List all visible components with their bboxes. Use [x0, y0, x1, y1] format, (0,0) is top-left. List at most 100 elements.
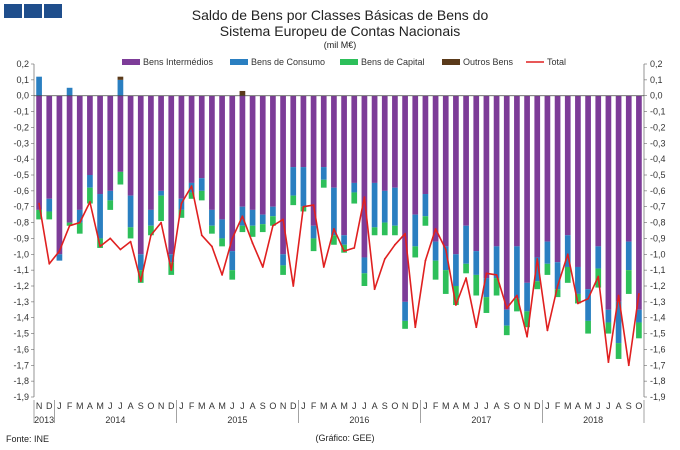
gee-logo-icon [4, 4, 62, 18]
bar-bens-consumo [595, 246, 602, 269]
bar-bens-capital [422, 216, 429, 226]
total-point [617, 294, 620, 297]
x-month-label: J [230, 401, 235, 411]
x-year-label: 2015 [227, 415, 247, 425]
x-month-label: M [584, 401, 592, 411]
bar-bens-capital [66, 222, 73, 226]
total-point [170, 269, 173, 272]
bar-bens-capital [117, 171, 124, 185]
y-tick-label-left: -1,5 [13, 329, 29, 339]
bar-bens-consumo [473, 251, 480, 275]
x-month-label: O [391, 401, 398, 411]
bar-bens-capital [188, 192, 195, 199]
bar-bens-consumo [331, 187, 337, 236]
bar-bens-consumo [524, 282, 530, 312]
bar-bens-capital [442, 270, 449, 294]
bar-bens-intermedios [331, 95, 337, 188]
y-tick-label-left: -1,3 [13, 297, 29, 307]
x-month-label: A [331, 401, 337, 411]
source-note: Fonte: INE [6, 434, 50, 444]
bar-bens-intermedios [442, 95, 449, 247]
bar-bens-intermedios [585, 95, 591, 290]
bar-bens-intermedios [351, 95, 358, 183]
y-tick-label-right: -0,7 [650, 202, 666, 212]
bar-bens-consumo [320, 167, 327, 180]
y-tick-label-left: 0,0 [16, 91, 29, 101]
x-month-label: O [269, 401, 276, 411]
bar-bens-intermedios [117, 95, 124, 172]
y-tick-label-right: -1,0 [650, 249, 666, 259]
x-month-label: D [534, 401, 541, 411]
x-month-label: D [46, 401, 53, 411]
total-point [627, 364, 630, 367]
x-month-label: O [635, 401, 642, 411]
legend-bens-intermedios-label: Bens Intermédios [143, 57, 214, 67]
total-point [211, 245, 213, 248]
y-tick-label-left: -0,3 [13, 138, 29, 148]
bar-bens-intermedios [432, 95, 439, 242]
total-point [536, 258, 539, 260]
bar-bens-intermedios [341, 95, 347, 236]
y-tick-label-right: -0,6 [650, 186, 666, 196]
bar-bens-intermedios [381, 95, 388, 191]
y-tick-label-left: -1,0 [13, 249, 29, 259]
x-month-label: F [311, 401, 317, 411]
bar-bens-capital [290, 195, 297, 206]
total-point [119, 248, 122, 251]
y-tick-label-left: -1,4 [13, 313, 29, 323]
bar-bens-capital [412, 246, 419, 258]
bar-bens-capital [544, 263, 551, 275]
bar-bens-intermedios [463, 95, 469, 226]
x-month-label: J [179, 401, 184, 411]
bar-bens-consumo [514, 246, 520, 299]
bar-bens-intermedios [514, 95, 520, 247]
bar-bens-consumo [56, 254, 63, 261]
chart-title-line2: Sistema Europeu de Contas Nacionais [219, 23, 461, 39]
y-tick-label-left: -1,1 [13, 265, 29, 275]
bar-bens-intermedios [178, 95, 185, 199]
bar-bens-capital [280, 265, 286, 275]
x-month-label: M [340, 401, 348, 411]
bar-bens-capital [229, 270, 236, 280]
total-point [190, 185, 193, 188]
bar-bens-capital [625, 270, 632, 294]
y-tick-label-right: -0,4 [650, 154, 666, 164]
x-month-label: M [462, 401, 470, 411]
total-point [261, 266, 264, 268]
y-tick-label-right: 0,0 [650, 91, 663, 101]
bar-bens-intermedios [361, 95, 368, 258]
bar-bens-consumo [137, 254, 144, 271]
bar-bens-consumo [117, 79, 124, 96]
legend-outros-bens-swatch [442, 59, 460, 65]
total-point [434, 228, 437, 230]
x-month-label: J [118, 401, 123, 411]
bar-bens-intermedios [97, 95, 103, 195]
y-tick-label-left: -0,2 [13, 122, 29, 132]
legend-bens-capital-swatch [340, 59, 358, 65]
y-tick-label-left: -1,8 [13, 376, 29, 386]
x-month-label: M [218, 401, 226, 411]
x-month-label: J [301, 401, 306, 411]
bar-bens-capital [178, 209, 185, 218]
bar-bens-intermedios [371, 95, 378, 183]
x-month-label: A [372, 401, 378, 411]
total-point [516, 294, 518, 297]
bar-bens-capital [148, 225, 154, 236]
bar-bens-consumo [351, 182, 358, 193]
bar-bens-consumo [148, 209, 154, 226]
total-point [577, 302, 579, 305]
bar-bens-capital [107, 200, 114, 210]
x-month-label: S [626, 401, 632, 411]
bar-bens-capital [392, 225, 398, 236]
x-year-label: 2018 [583, 415, 603, 425]
bar-bens-intermedios [46, 95, 53, 199]
total-point [221, 274, 223, 276]
bar-bens-capital [320, 179, 327, 188]
total-point [272, 224, 274, 227]
bar-bens-consumo [422, 194, 429, 217]
bar-bens-intermedios [473, 95, 480, 252]
y-tick-label-left: -1,6 [13, 344, 29, 354]
bar-bens-capital [219, 238, 225, 247]
total-point [444, 248, 447, 251]
total-line [38, 185, 640, 367]
